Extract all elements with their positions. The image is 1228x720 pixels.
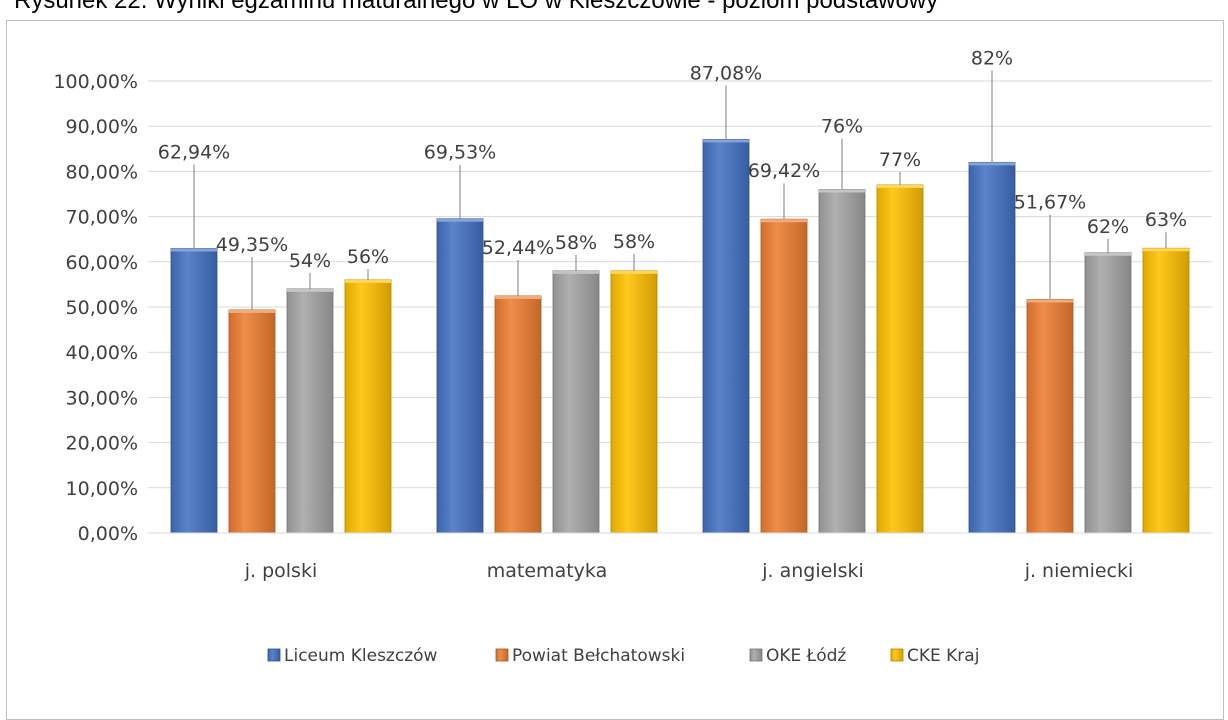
data-label: 58% — [613, 231, 655, 253]
data-label: 82% — [971, 47, 1013, 69]
y-tick-label: 70,00% — [66, 207, 138, 229]
bar — [968, 161, 1016, 534]
bar — [818, 189, 866, 534]
bar-cap — [171, 248, 217, 252]
bar — [1026, 299, 1074, 534]
data-label: 58% — [555, 232, 597, 254]
data-label: 49,35% — [216, 234, 288, 256]
bar-cap — [229, 309, 275, 313]
data-label: 76% — [821, 115, 863, 137]
data-label: 51,67% — [1014, 191, 1086, 213]
data-label: 52,44% — [482, 237, 554, 259]
bar-cap — [877, 184, 923, 188]
bar-cap — [287, 288, 333, 292]
legend-item: Liceum Kleszczów — [267, 646, 438, 666]
data-label: 63% — [1145, 209, 1187, 231]
bars — [170, 138, 1190, 534]
data-label: 54% — [289, 250, 331, 272]
bar-cap — [553, 270, 599, 274]
legend-label: CKE Kraj — [907, 646, 979, 666]
bar-chart: 0,00% 10,00% 20,00% 30,00% 40,00% 50,00% 60,00… — [53, 47, 1212, 666]
bar-cap — [1027, 299, 1073, 303]
bar — [170, 248, 218, 534]
data-label: 87,08% — [690, 62, 762, 84]
bar-cap — [703, 139, 749, 143]
bar-cap — [1143, 248, 1189, 252]
y-tick-label: 20,00% — [66, 433, 138, 455]
x-tick-label: matematyka — [487, 560, 607, 582]
data-label: 77% — [879, 149, 921, 171]
y-tick-label: 60,00% — [66, 252, 138, 274]
legend-label: Powiat Bełchatowski — [512, 646, 685, 666]
legend-swatch — [890, 648, 904, 662]
bar — [494, 295, 542, 534]
bar — [1084, 252, 1132, 534]
bar-cap — [819, 189, 865, 193]
data-label: 62% — [1087, 216, 1129, 238]
data-label: 62,94% — [158, 142, 230, 164]
bar — [436, 218, 484, 534]
y-tick-label: 50,00% — [66, 297, 138, 319]
bar-cap — [345, 279, 391, 283]
legend-swatch — [749, 648, 763, 662]
bar — [702, 138, 750, 534]
x-tick-label: j. niemiecki — [1024, 560, 1134, 582]
legend-item: Powiat Bełchatowski — [495, 646, 685, 666]
y-tick-label: 0,00% — [78, 523, 138, 545]
y-tick-label: 100,00% — [53, 71, 138, 93]
bar — [228, 309, 276, 534]
legend-label: OKE Łódź — [766, 646, 846, 666]
y-axis: 0,00% 10,00% 20,00% 30,00% 40,00% 50,00% 60,00… — [53, 71, 138, 545]
x-tick-label: j. angielski — [761, 560, 864, 582]
data-label: 69,42% — [748, 160, 820, 182]
x-axis: j. polski matematyka j. angielski j. niemie… — [148, 532, 1212, 582]
data-labels: 62,94%49,35%54% 56%69,53%52,44% 58% 58%87,0… — [158, 47, 1187, 272]
legend-label: Liceum Kleszczów — [284, 646, 438, 666]
bar — [876, 184, 924, 534]
leader-lines — [193, 70, 1167, 310]
legend-item: CKE Kraj — [890, 646, 979, 666]
bar-cap — [761, 219, 807, 223]
x-tick-label: j. polski — [244, 560, 318, 582]
bar-cap — [495, 295, 541, 299]
y-tick-label: 40,00% — [66, 342, 138, 364]
bar — [552, 270, 600, 534]
y-tick-label: 80,00% — [66, 161, 138, 183]
y-tick-label: 30,00% — [66, 387, 138, 409]
y-tick-label: 90,00% — [66, 116, 138, 138]
bar-cap — [969, 162, 1015, 166]
legend-swatch — [267, 648, 281, 662]
bar — [1142, 247, 1190, 534]
legend-item: OKE Łódź — [749, 646, 846, 666]
legend: Liceum Kleszczów Powiat Bełchatowski OKE Ł… — [267, 646, 979, 666]
bar-cap — [1085, 252, 1131, 256]
bar — [760, 218, 808, 534]
chart-title: Rysunek 22. Wyniki egzaminu maturalnego … — [14, 0, 939, 14]
data-label: 69,53% — [424, 142, 496, 164]
bar — [610, 270, 658, 534]
bar — [286, 288, 334, 534]
bar-cap — [611, 270, 657, 274]
y-tick-label: 10,00% — [66, 478, 138, 500]
data-label: 56% — [347, 246, 389, 268]
legend-swatch — [495, 648, 509, 662]
bar — [344, 279, 392, 534]
bar-cap — [437, 218, 483, 222]
